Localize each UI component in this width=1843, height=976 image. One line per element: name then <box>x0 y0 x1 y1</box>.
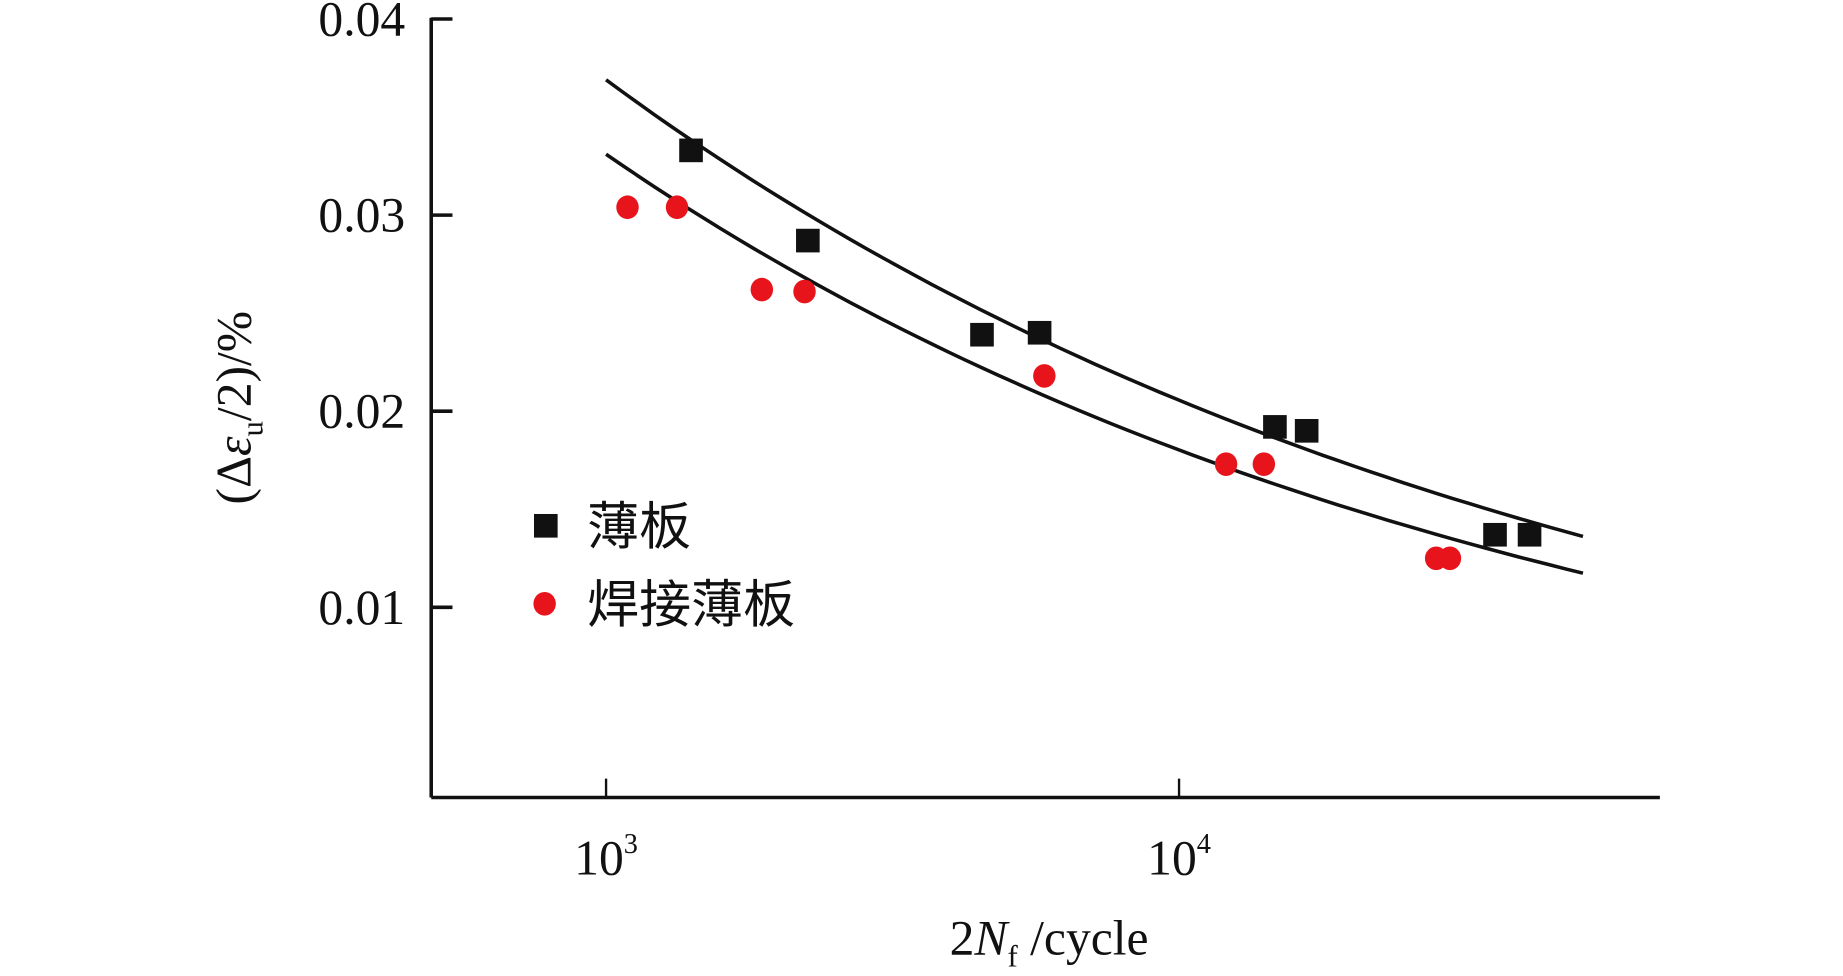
data-point-square <box>1263 415 1287 439</box>
x-axis-label: 2Nf /cycle <box>950 911 1149 974</box>
legend-label: 焊接薄板 <box>587 578 795 635</box>
fit-curves <box>605 78 1584 575</box>
data-point-square <box>679 138 703 163</box>
x-tick-exponent: 4 <box>1197 829 1211 860</box>
data-point-square <box>796 228 820 253</box>
y-tick-label: 0.04 <box>318 0 405 47</box>
legend-marker-circle <box>533 591 556 616</box>
y-tick-label: 0.02 <box>318 384 405 439</box>
legend-marker-square <box>533 513 558 538</box>
data-point-circle <box>1252 452 1276 476</box>
data-point-circle <box>1438 546 1462 571</box>
x-tick-base: 10 <box>574 830 624 885</box>
data-point-circle <box>1033 364 1056 388</box>
y-axis-label: (Δεu/2)/% <box>206 311 269 505</box>
data-point-square <box>1483 522 1507 547</box>
data-point-circle <box>750 277 774 302</box>
x-tick-exponent: 3 <box>624 829 638 860</box>
data-point-square <box>1517 522 1542 547</box>
fit-curve-2 <box>605 152 1584 575</box>
data-points <box>616 138 1542 571</box>
data-point-square <box>1027 320 1052 345</box>
y-tick-label: 0.01 <box>318 580 405 635</box>
x-tick-base: 10 <box>1147 830 1197 885</box>
data-point-square <box>1294 419 1319 443</box>
x-tick-label: 103 <box>574 829 638 885</box>
data-point-circle <box>793 279 816 304</box>
fit-curve-1 <box>605 78 1584 539</box>
data-point-circle <box>1214 452 1238 476</box>
data-point-square <box>970 322 994 347</box>
data-point-circle <box>616 195 639 220</box>
y-tick-label: 0.03 <box>318 188 405 243</box>
legend-label: 薄板 <box>587 500 691 557</box>
data-point-circle <box>665 195 689 220</box>
x-tick-label: 104 <box>1147 829 1211 885</box>
